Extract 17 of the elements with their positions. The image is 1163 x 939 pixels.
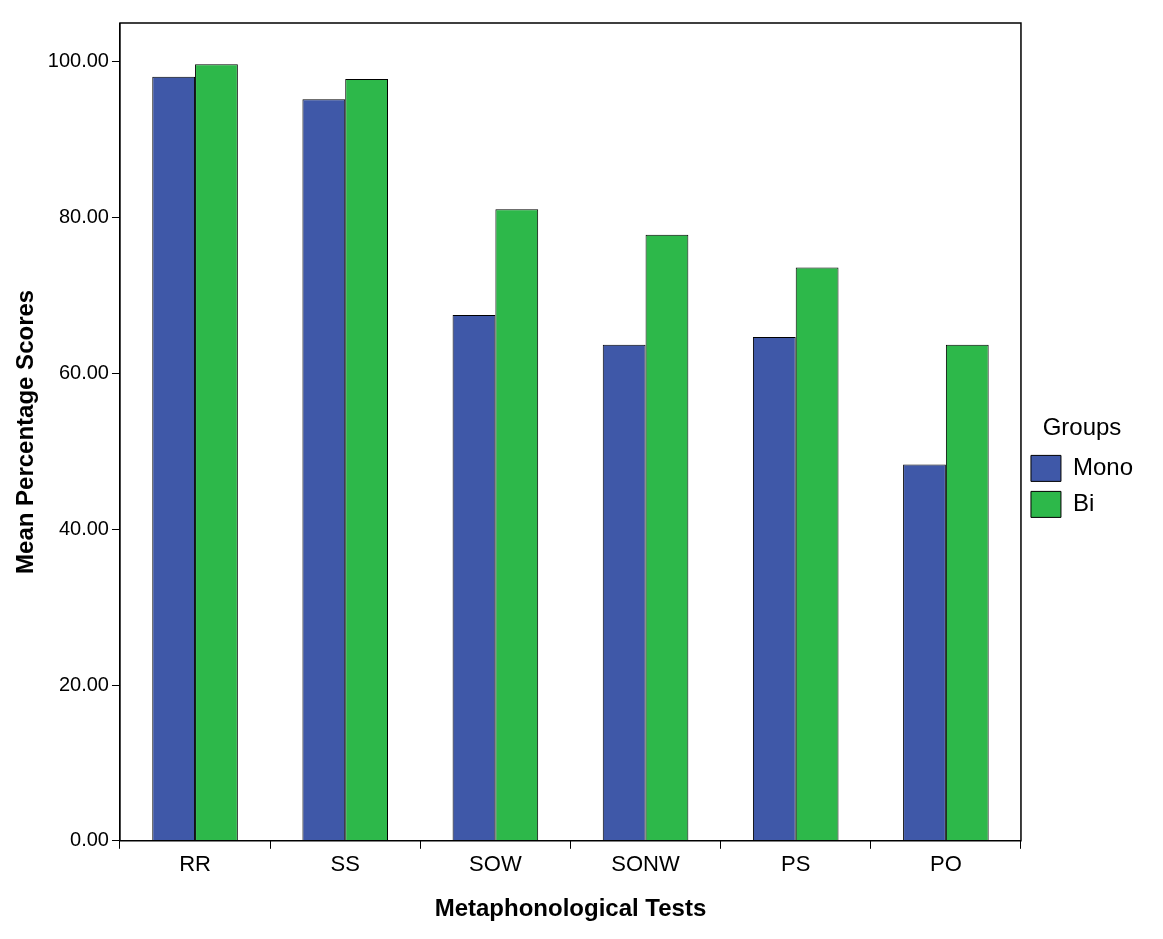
y-tick-label: 20.00 [58,672,109,695]
x-tick-label: RR [179,851,211,877]
y-tick-label: 0.00 [70,828,109,851]
legend-label: Bi [1072,489,1095,517]
x-tick-label: SOW [469,851,522,877]
x-tick-label: PS [781,851,811,877]
legend-label: Mono [1072,453,1134,481]
legend-title: Groups [1042,413,1122,441]
y-tick-label: 40.00 [58,516,109,539]
y-axis-title: Mean Percentage Scores [11,289,39,574]
x-tick-label: SONW [611,851,680,877]
x-tick-label: PO [929,851,962,877]
x-axis-title: Metaphonological Tests [434,894,707,922]
x-tick-label: SS [330,851,360,877]
y-tick-label: 100.00 [47,49,109,72]
y-tick-label: 80.00 [58,205,109,228]
y-tick-label: 60.00 [58,361,109,383]
